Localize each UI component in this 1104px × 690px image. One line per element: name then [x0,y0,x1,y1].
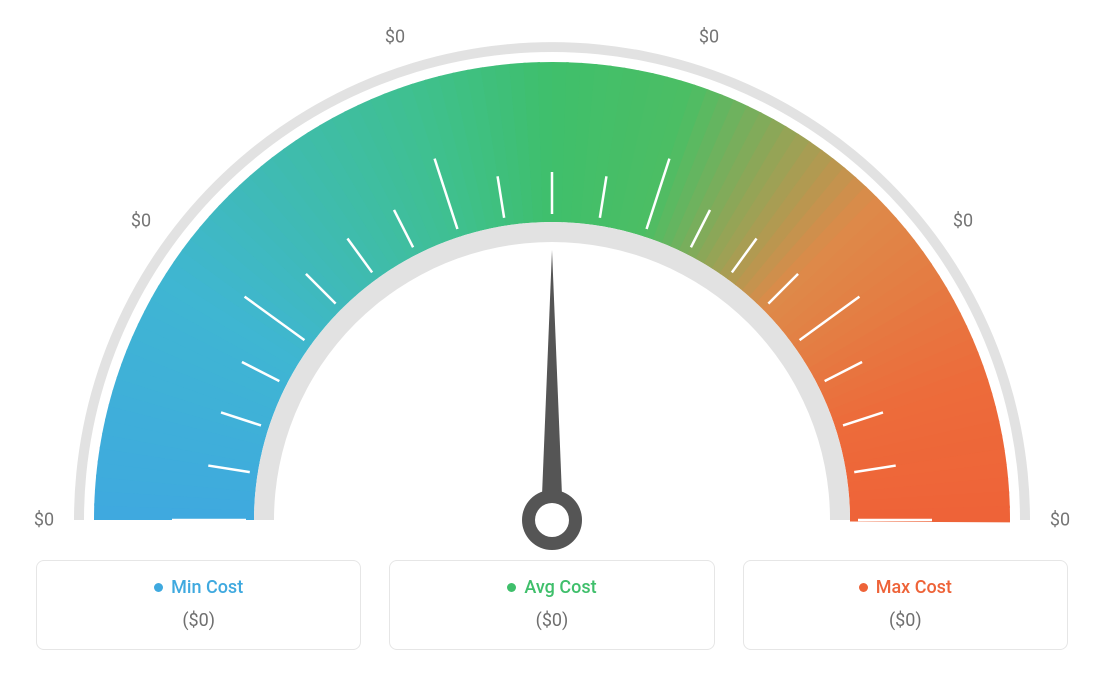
legend-label: Min Cost [171,577,243,598]
dot-icon [154,583,163,592]
dot-icon [507,583,516,592]
gauge-tick-label: $0 [34,510,54,531]
legend-value-max: ($0) [756,610,1055,631]
legend-title-min: Min Cost [49,577,348,598]
gauge-chart: $0 $0 $0 $0 $0 $0 [0,0,1104,560]
gauge-tick-label: $0 [1050,510,1070,531]
legend-label: Max Cost [876,577,952,598]
gauge-tick-label: $0 [699,26,719,47]
gauge-tick-label: $0 [953,211,973,232]
gauge-tick-label: $0 [131,211,151,232]
legend-title-avg: Avg Cost [402,577,701,598]
legend-title-max: Max Cost [756,577,1055,598]
legend-card-min: Min Cost ($0) [36,560,361,650]
legend-card-max: Max Cost ($0) [743,560,1068,650]
legend-value-avg: ($0) [402,610,701,631]
dot-icon [859,583,868,592]
legend-card-avg: Avg Cost ($0) [389,560,714,650]
gauge-svg [0,0,1104,560]
gauge-tick-label: $0 [385,26,405,47]
legend-row: Min Cost ($0) Avg Cost ($0) Max Cost ($0… [0,560,1104,650]
legend-value-min: ($0) [49,610,348,631]
legend-label: Avg Cost [524,577,596,598]
